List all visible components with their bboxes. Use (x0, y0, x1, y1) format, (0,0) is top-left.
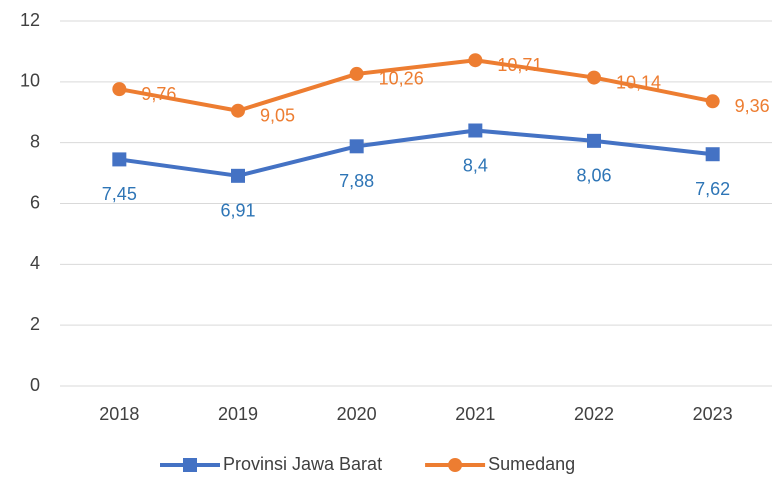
x-tick-label: 2022 (574, 404, 614, 424)
data-point (112, 82, 127, 97)
y-tick-label: 4 (30, 253, 40, 273)
data-point (349, 139, 364, 154)
data-label: 9,36 (735, 96, 770, 116)
data-point (587, 133, 601, 148)
data-point (468, 53, 483, 68)
y-tick-label: 8 (30, 131, 40, 151)
data-label: 10,71 (497, 55, 542, 75)
y-tick-label: 2 (30, 314, 40, 334)
data-label: 7,62 (695, 179, 730, 199)
y-tick-label: 10 (20, 71, 40, 91)
data-label: 7,45 (102, 184, 137, 204)
y-tick-label: 6 (30, 192, 40, 212)
data-label: 10,26 (379, 69, 424, 89)
data-point (587, 70, 601, 85)
x-tick-label: 2021 (455, 404, 495, 424)
x-tick-label: 2019 (218, 404, 258, 424)
y-tick-label: 12 (20, 10, 40, 30)
data-label: 8,06 (576, 166, 611, 186)
legend-label: Sumedang (488, 454, 575, 474)
data-label: 8,4 (463, 155, 488, 175)
x-tick-label: 2023 (693, 404, 733, 424)
data-point (705, 94, 720, 109)
data-point (468, 123, 483, 138)
series-line (118, 58, 714, 113)
legend-label: Provinsi Jawa Barat (223, 454, 382, 474)
data-point (231, 168, 245, 183)
data-point (705, 147, 720, 162)
data-label: 9,05 (260, 105, 295, 125)
legend-swatch-marker (448, 458, 463, 472)
data-point (112, 152, 127, 167)
data-point (349, 66, 364, 81)
data-label: 10,14 (616, 72, 661, 92)
data-point (231, 103, 245, 118)
x-tick-label: 2018 (99, 404, 139, 424)
y-tick-label: 0 (30, 375, 40, 395)
data-label: 6,91 (220, 201, 255, 221)
x-tick-label: 2020 (337, 404, 377, 424)
series-line (119, 128, 713, 178)
legend-swatch-marker (183, 458, 197, 472)
data-label: 7,88 (339, 171, 374, 191)
data-label: 9,76 (141, 84, 176, 104)
